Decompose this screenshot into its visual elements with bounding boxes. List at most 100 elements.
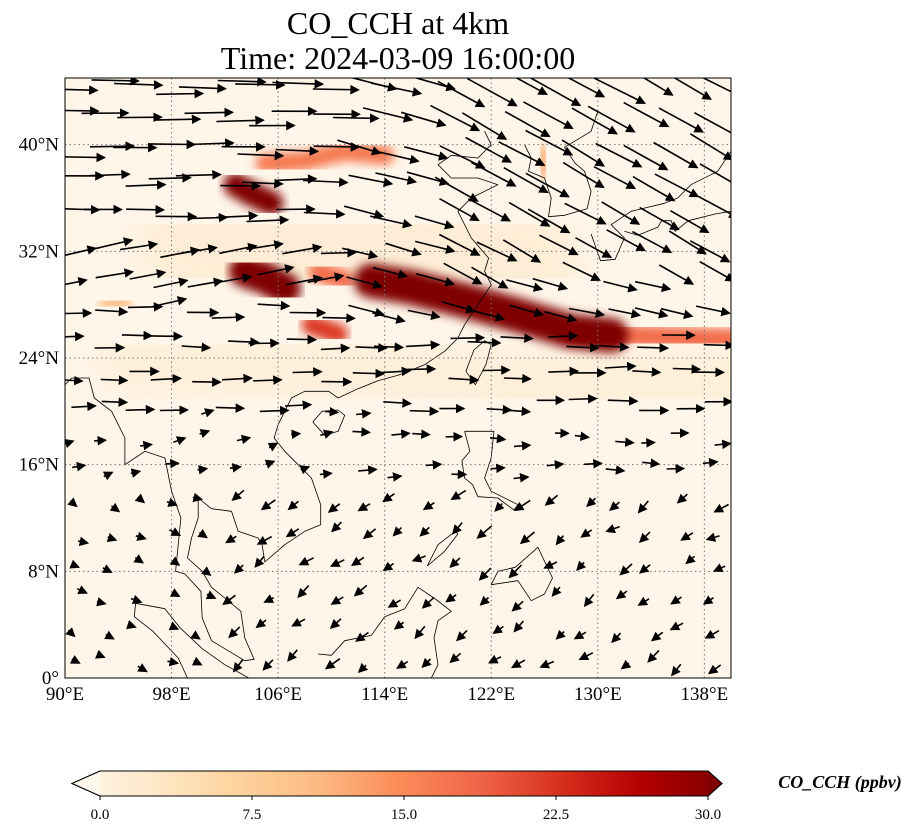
- wind-arrow: [595, 142, 643, 168]
- wind-arrow: [419, 526, 430, 537]
- wind-arrow: [702, 457, 719, 468]
- wind-arrow: [544, 494, 559, 506]
- lon-tick-label: 106°E: [254, 684, 302, 705]
- wind-arrow: [257, 300, 291, 311]
- wind-arrow: [508, 564, 522, 579]
- wind-arrow: [287, 649, 298, 662]
- lon-tick-label: 138°E: [681, 684, 729, 705]
- wind-arrow: [548, 331, 579, 341]
- wind-arrow: [632, 367, 662, 377]
- wind-arrow: [615, 589, 628, 600]
- wind-arrow: [623, 144, 669, 171]
- wind-arrow: [200, 566, 212, 576]
- wind-arrow: [215, 273, 253, 284]
- wind-arrow: [259, 405, 290, 416]
- wind-arrow: [543, 560, 558, 569]
- wind-arrow: [357, 662, 369, 673]
- wind-arrow: [525, 172, 570, 198]
- wind-arrow: [668, 230, 707, 255]
- colorbar-tick-label: 22.5: [543, 807, 569, 823]
- wind-arrow: [197, 528, 208, 539]
- wind-arrow: [568, 393, 598, 404]
- wind-arrow: [666, 463, 686, 474]
- wind-arrow: [217, 78, 267, 87]
- wind-arrow: [587, 105, 636, 133]
- wind-arrow: [498, 141, 546, 166]
- wind-arrow: [175, 170, 222, 180]
- wind-arrow: [634, 280, 672, 293]
- wind-arrow: [125, 180, 167, 190]
- wind-arrow: [439, 145, 486, 169]
- wind-arrow: [567, 78, 606, 98]
- wind-arrow: [456, 629, 468, 642]
- wind-arrow: [96, 597, 107, 607]
- wind-arrow: [222, 373, 253, 384]
- wind-arrow: [548, 366, 580, 377]
- wind-arrow: [583, 593, 595, 608]
- wind-arrow: [539, 234, 579, 256]
- wind-arrow: [439, 198, 480, 222]
- wind-arrow: [449, 557, 461, 569]
- wind-arrow: [555, 629, 566, 640]
- wind-arrow: [69, 559, 80, 569]
- wind-arrow: [150, 373, 183, 384]
- wind-arrow: [694, 111, 731, 134]
- wind-arrow: [494, 501, 505, 512]
- wind-arrow: [467, 337, 502, 348]
- wind-vectors: [65, 78, 731, 677]
- wind-arrow: [382, 561, 395, 572]
- wind-arrow: [500, 333, 534, 343]
- wind-arrow: [546, 460, 565, 470]
- wind-arrow: [595, 342, 630, 352]
- wind-arrow: [564, 202, 607, 225]
- wind-arrow: [153, 277, 189, 289]
- wind-arrow: [292, 367, 323, 377]
- wind-arrow: [232, 659, 244, 673]
- wind-arrow: [148, 139, 197, 150]
- wind-arrow: [225, 534, 237, 544]
- lat-tick-label: 8°N: [28, 561, 59, 582]
- wind-arrow: [65, 106, 100, 116]
- colorbar-ticks: 0.0 7.5 15.0 22.5 30.0: [91, 796, 721, 823]
- title-line-1: CO_CCH at 4km: [287, 5, 509, 41]
- wind-arrow: [676, 493, 688, 504]
- wind-arrow: [632, 175, 676, 202]
- wind-arrow: [121, 330, 154, 341]
- wind-arrow: [254, 555, 265, 568]
- wind-arrow: [555, 534, 566, 546]
- wind-arrow: [104, 630, 115, 640]
- wind-arrow: [504, 110, 551, 138]
- coastline: [318, 586, 452, 678]
- wind-arrow: [608, 308, 642, 319]
- colorbar-tick-label: 7.5: [243, 807, 262, 823]
- wind-arrow: [511, 600, 524, 612]
- wind-arrow: [355, 342, 388, 353]
- wind-arrow: [65, 276, 88, 287]
- wind-arrow: [237, 150, 285, 161]
- wind-arrow: [680, 531, 694, 541]
- wind-arrow: [246, 215, 290, 225]
- wind-arrow: [415, 240, 456, 254]
- wind-arrow: [222, 594, 236, 606]
- wind-arrow: [236, 434, 252, 445]
- wind-arrow: [437, 80, 486, 108]
- wind-arrow: [94, 237, 134, 250]
- wind-arrow: [242, 178, 284, 189]
- wind-arrow: [312, 84, 360, 95]
- wind-arrow: [287, 500, 300, 511]
- wind-arrow: [362, 528, 377, 540]
- wind-arrow: [137, 663, 148, 673]
- wind-arrow: [586, 497, 597, 508]
- wind-arrow: [169, 527, 182, 536]
- wind-arrow: [406, 171, 450, 186]
- wind-arrow: [285, 274, 324, 286]
- wind-arrow: [415, 272, 456, 287]
- wind-arrow: [604, 361, 637, 372]
- wind-arrow: [383, 398, 412, 408]
- wind-arrow: [504, 406, 532, 417]
- wind-arrow: [605, 524, 620, 534]
- wind-arrow: [374, 150, 420, 165]
- wind-arrow: [653, 141, 699, 169]
- wind-arrow: [327, 503, 341, 513]
- wind-arrow: [695, 305, 731, 317]
